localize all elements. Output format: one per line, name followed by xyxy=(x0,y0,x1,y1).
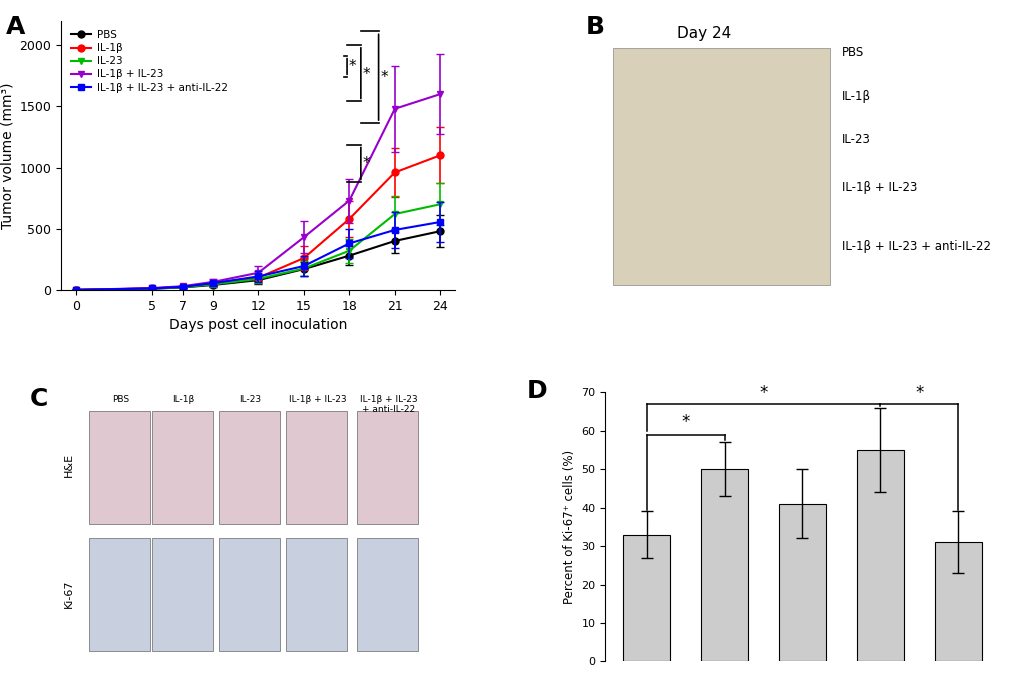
Text: B: B xyxy=(585,15,604,39)
Line: IL-1β + IL-23 + anti-IL-22: IL-1β + IL-23 + anti-IL-22 xyxy=(72,218,443,294)
IL-1β + IL-23 + anti-IL-22 xyxy=(252,272,264,280)
Bar xyxy=(623,535,669,661)
PBS xyxy=(388,237,400,245)
IL-23 xyxy=(176,283,189,291)
Text: C: C xyxy=(30,387,48,411)
Text: PBS: PBS xyxy=(112,395,128,404)
Text: IL-1β + IL-23
+ anti-IL-22: IL-1β + IL-23 + anti-IL-22 xyxy=(360,395,417,414)
PBS xyxy=(146,285,158,293)
Text: *: * xyxy=(914,384,922,402)
PBS xyxy=(70,286,83,294)
IL-23 xyxy=(298,265,310,273)
Text: *: * xyxy=(363,156,370,171)
Text: *: * xyxy=(681,413,689,431)
Text: *: * xyxy=(380,70,388,85)
IL-23 xyxy=(252,275,264,283)
Bar xyxy=(152,411,213,524)
IL-1β + IL-23 + anti-IL-22 xyxy=(70,286,83,294)
Line: IL-1β + IL-23: IL-1β + IL-23 xyxy=(72,91,443,294)
Bar xyxy=(612,48,829,285)
Text: *: * xyxy=(758,384,767,402)
IL-1β + IL-23 xyxy=(70,286,83,294)
IL-1β + IL-23 xyxy=(298,233,310,241)
Text: *: * xyxy=(363,67,370,82)
Bar xyxy=(285,411,346,524)
Text: IL-1β: IL-1β xyxy=(172,395,195,404)
IL-23 xyxy=(70,286,83,294)
PBS xyxy=(434,227,446,236)
Text: IL-23: IL-23 xyxy=(239,395,261,404)
IL-1β xyxy=(207,279,219,287)
IL-1β + IL-23 + anti-IL-22 xyxy=(342,239,355,247)
IL-23 xyxy=(434,200,446,208)
Bar xyxy=(89,411,150,524)
IL-1β + IL-23 + anti-IL-22 xyxy=(388,226,400,234)
IL-1β + IL-23 xyxy=(434,90,446,99)
Line: IL-1β: IL-1β xyxy=(72,152,443,294)
IL-1β xyxy=(434,151,446,159)
IL-1β + IL-23 + anti-IL-22 xyxy=(176,282,189,291)
Text: Day 24: Day 24 xyxy=(676,26,731,41)
PBS xyxy=(207,281,219,289)
IL-1β + IL-23 xyxy=(388,105,400,113)
IL-1β + IL-23 xyxy=(342,196,355,205)
IL-1β xyxy=(176,282,189,291)
IL-1β + IL-23 xyxy=(252,269,264,277)
IL-1β xyxy=(70,286,83,294)
IL-1β xyxy=(252,274,264,282)
PBS xyxy=(342,251,355,260)
Y-axis label: Percent of Ki-67⁺ cells (%): Percent of Ki-67⁺ cells (%) xyxy=(562,450,576,604)
Line: IL-23: IL-23 xyxy=(72,200,443,294)
Y-axis label: Tumor volume (mm³): Tumor volume (mm³) xyxy=(0,82,14,229)
PBS xyxy=(252,276,264,285)
IL-1β xyxy=(342,215,355,223)
Text: IL-1β + IL-23: IL-1β + IL-23 xyxy=(841,181,916,194)
Bar xyxy=(89,537,150,650)
IL-1β + IL-23 xyxy=(146,284,158,292)
Bar xyxy=(152,537,213,650)
IL-1β xyxy=(388,168,400,176)
Text: PBS: PBS xyxy=(841,46,863,59)
Bar xyxy=(700,469,747,661)
Bar xyxy=(779,504,825,661)
IL-1β + IL-23 xyxy=(207,278,219,286)
Text: IL-1β + IL-23 + anti-IL-22: IL-1β + IL-23 + anti-IL-22 xyxy=(841,240,989,254)
IL-1β + IL-23 + anti-IL-22 xyxy=(146,285,158,293)
Legend: PBS, IL-1β, IL-23, IL-1β + IL-23, IL-1β + IL-23 + anti-IL-22: PBS, IL-1β, IL-23, IL-1β + IL-23, IL-1β … xyxy=(66,26,231,96)
Text: D: D xyxy=(526,379,546,403)
Text: H&E: H&E xyxy=(64,453,74,477)
Bar xyxy=(285,537,346,650)
Bar xyxy=(357,411,418,524)
IL-1β + IL-23 + anti-IL-22 xyxy=(298,262,310,270)
IL-1β xyxy=(146,285,158,293)
Bar xyxy=(357,537,418,650)
IL-1β xyxy=(298,254,310,263)
Bar xyxy=(219,411,280,524)
Text: IL-1β: IL-1β xyxy=(841,90,870,103)
Bar xyxy=(934,542,980,661)
PBS xyxy=(298,265,310,274)
Text: Ki-67: Ki-67 xyxy=(64,580,74,608)
IL-23 xyxy=(146,285,158,293)
IL-1β + IL-23 + anti-IL-22 xyxy=(207,279,219,287)
IL-23 xyxy=(342,247,355,255)
Text: A: A xyxy=(6,15,25,39)
Text: IL-1β + IL-23: IL-1β + IL-23 xyxy=(288,395,346,404)
IL-23 xyxy=(388,210,400,218)
Bar xyxy=(219,537,280,650)
IL-1β + IL-23 xyxy=(176,282,189,290)
IL-23 xyxy=(207,280,219,289)
PBS xyxy=(176,283,189,291)
Bar xyxy=(856,450,903,661)
Line: PBS: PBS xyxy=(72,227,443,294)
Text: *: * xyxy=(348,59,357,74)
X-axis label: Days post cell inoculation: Days post cell inoculation xyxy=(169,318,347,332)
Text: IL-23: IL-23 xyxy=(841,132,870,145)
IL-1β + IL-23 + anti-IL-22 xyxy=(434,218,446,226)
